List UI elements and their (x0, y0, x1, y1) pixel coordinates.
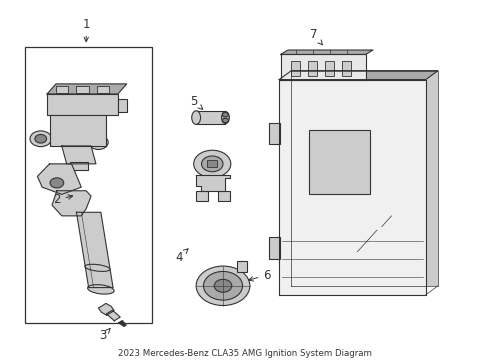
Bar (270, 123, 280, 144)
Polygon shape (62, 146, 96, 164)
Text: 2: 2 (53, 193, 73, 206)
Bar (76, 86, 89, 93)
Polygon shape (281, 50, 373, 54)
Bar (291, 61, 300, 76)
Polygon shape (106, 310, 120, 321)
Bar (237, 261, 247, 272)
Bar (47, 94, 118, 116)
Polygon shape (196, 175, 230, 191)
Polygon shape (119, 320, 126, 327)
Polygon shape (37, 164, 81, 194)
Ellipse shape (88, 285, 114, 294)
Polygon shape (98, 303, 114, 315)
Bar (309, 130, 370, 194)
Polygon shape (279, 80, 426, 295)
Circle shape (222, 113, 228, 117)
Text: 4: 4 (175, 249, 188, 264)
Bar (308, 61, 317, 76)
Polygon shape (207, 160, 217, 167)
Text: 7: 7 (310, 28, 322, 45)
Bar (118, 99, 127, 112)
Polygon shape (281, 54, 366, 80)
Polygon shape (279, 71, 438, 80)
Circle shape (89, 135, 108, 149)
Polygon shape (292, 71, 438, 286)
Bar (25, 47, 152, 323)
Bar (342, 61, 351, 76)
Circle shape (93, 138, 104, 146)
Ellipse shape (221, 112, 229, 124)
Ellipse shape (192, 111, 200, 125)
Bar (196, 191, 208, 201)
Polygon shape (52, 191, 91, 216)
Text: 6: 6 (249, 269, 271, 282)
Text: 1: 1 (82, 18, 90, 42)
Circle shape (35, 134, 47, 143)
Circle shape (30, 131, 51, 147)
Text: 3: 3 (99, 328, 110, 342)
Bar (270, 237, 280, 259)
Bar (70, 162, 88, 170)
Bar (325, 61, 334, 76)
Text: 5: 5 (190, 95, 203, 109)
Text: 2023 Mercedes-Benz CLA35 AMG Ignition System Diagram: 2023 Mercedes-Benz CLA35 AMG Ignition Sy… (118, 348, 372, 357)
Circle shape (196, 266, 250, 306)
Bar (196, 111, 225, 125)
Circle shape (203, 271, 243, 300)
Bar (97, 86, 109, 93)
Circle shape (214, 279, 232, 292)
Bar (56, 86, 68, 93)
Bar (218, 191, 230, 201)
Circle shape (50, 178, 64, 188)
Polygon shape (76, 212, 113, 288)
Polygon shape (49, 116, 106, 146)
Polygon shape (47, 84, 127, 94)
Circle shape (194, 150, 231, 177)
Circle shape (222, 118, 228, 123)
Circle shape (201, 156, 223, 172)
